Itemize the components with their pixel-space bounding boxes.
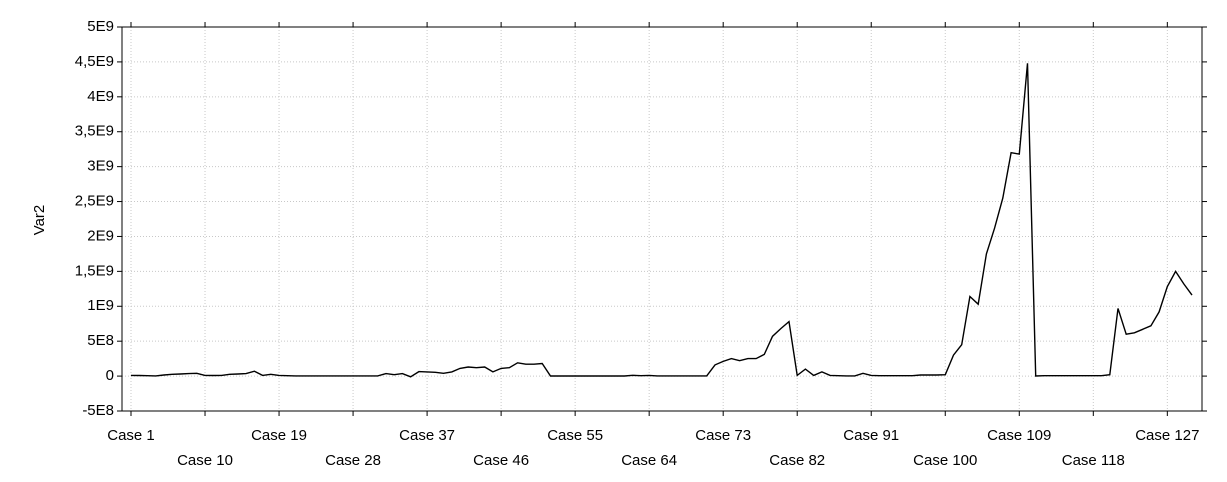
y-tick-label: 1E9 <box>87 297 114 314</box>
y-tick-label: -5E8 <box>82 402 114 419</box>
x-tick-label: Case 82 <box>769 452 825 469</box>
x-tick-label: Case 118 <box>1062 452 1125 469</box>
x-tick-label: Case 64 <box>621 452 677 469</box>
y-tick-label: 2E9 <box>87 227 114 244</box>
plot-frame <box>121 26 1203 412</box>
y-tick-label: 3E9 <box>87 158 114 175</box>
y-tick-label: 0 <box>106 367 114 384</box>
x-tick-label: Case 109 <box>987 427 1051 444</box>
x-tick-label: Case 127 <box>1135 427 1199 444</box>
x-tick-label: Case 46 <box>473 452 529 469</box>
y-tick-label: 4,5E9 <box>75 53 114 70</box>
data-line <box>130 63 1193 378</box>
x-tick-label: Case 28 <box>325 452 381 469</box>
x-tick-label: Case 1 <box>107 427 155 444</box>
x-tick-label: Case 19 <box>251 427 307 444</box>
y-tick-label: 5E8 <box>87 332 114 349</box>
y-tick-label: 2,5E9 <box>75 193 114 210</box>
x-tick-label: Case 100 <box>913 452 977 469</box>
x-tick-label: Case 73 <box>695 427 751 444</box>
y-tick-label: 3,5E9 <box>75 123 114 140</box>
x-tick-label: Case 91 <box>843 427 899 444</box>
x-tick-label: Case 55 <box>547 427 603 444</box>
y-tick-label: 5E9 <box>87 18 114 35</box>
y-axis-title: Var2 <box>31 205 48 236</box>
y-tick-label: 4E9 <box>87 88 114 105</box>
x-tick-label: Case 10 <box>177 452 233 469</box>
y-tick-label: 1,5E9 <box>75 262 114 279</box>
x-tick-label: Case 37 <box>399 427 455 444</box>
